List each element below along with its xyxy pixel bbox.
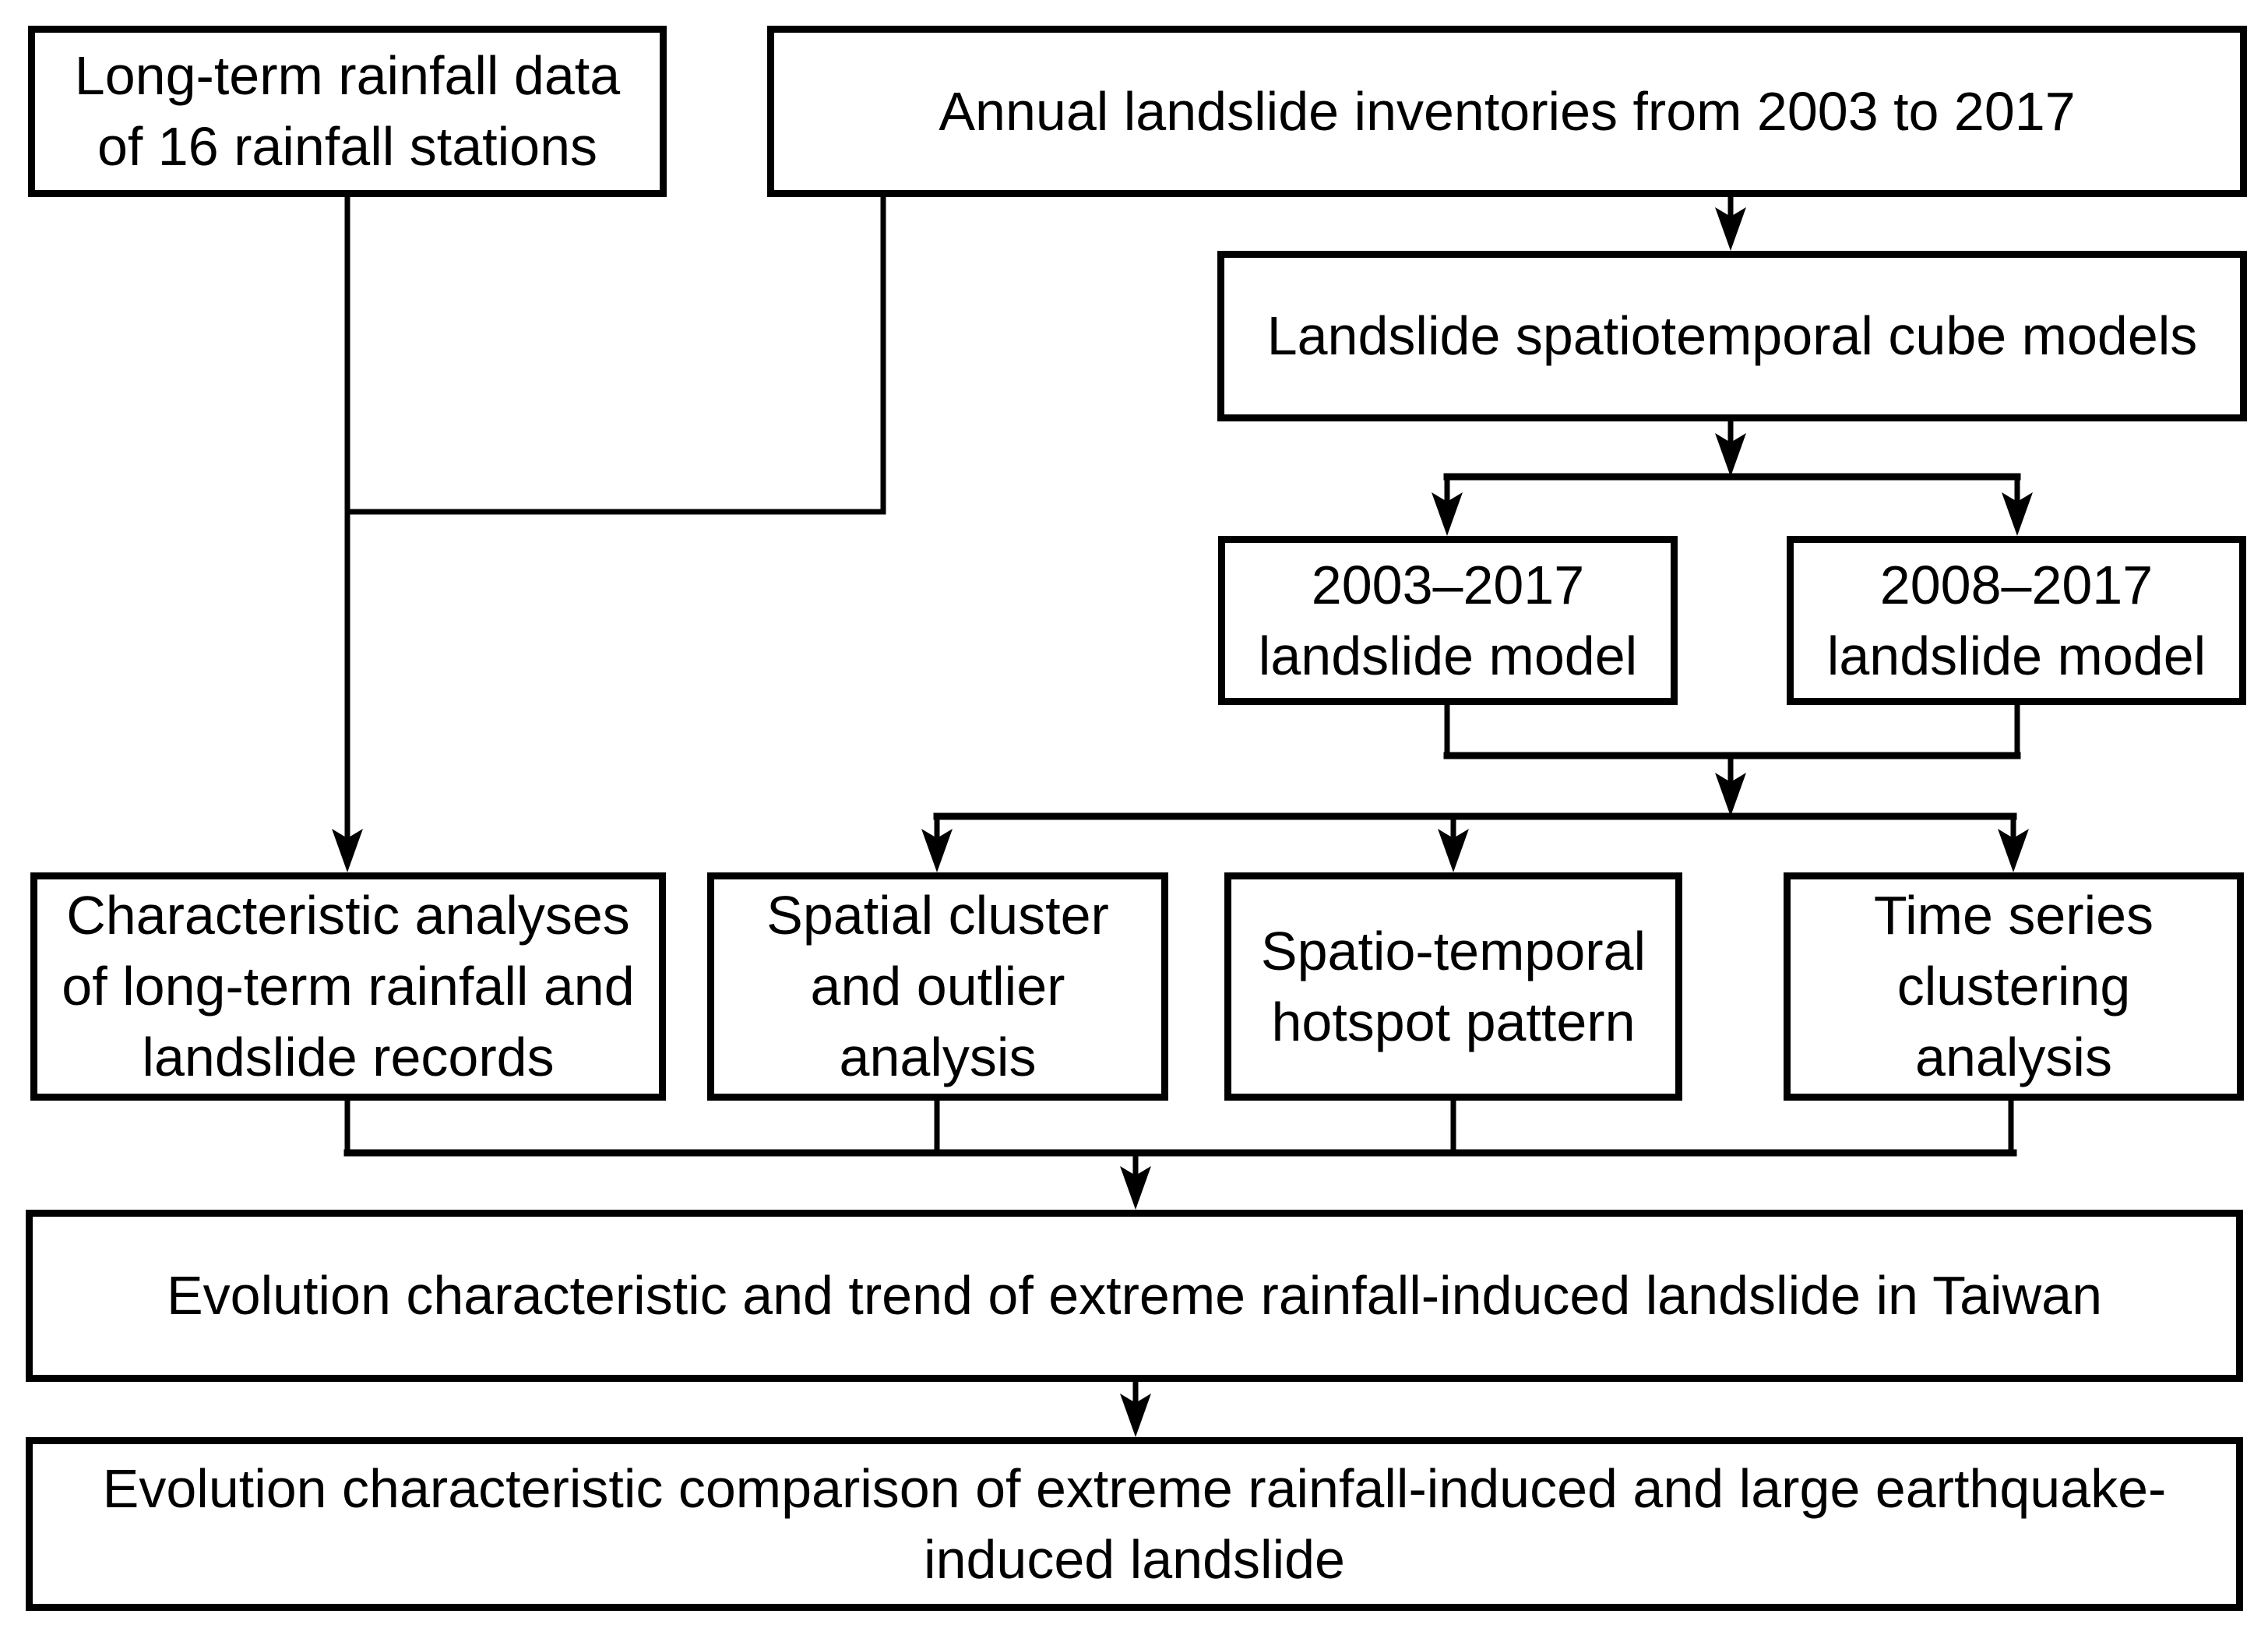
box-text-line: Long-term rainfall data [74,45,621,106]
arrowhead-to-spatial [921,829,953,872]
arrowhead-to-characteristic [332,829,363,872]
box-model-2008-2017: 2008–2017 landslide model [1787,536,2246,705]
arrowhead-to-timeseries [1998,829,2029,872]
box-spatial-cluster-analysis: Spatial cluster and outlier analysis [707,872,1168,1101]
box-text-line: Evolution characteristic and trend of ex… [166,1265,2103,1326]
box-text-line: Characteristic analyses [66,885,630,946]
box-characteristic-analyses: Characteristic analyses of long-term rai… [30,872,666,1101]
box-text-line: Spatial cluster [766,885,1109,946]
arrowhead-to-model2008 [2002,492,2033,536]
box-text-line: of 16 rainfall stations [97,116,598,177]
box-evolution-comparison: Evolution characteristic comparison of e… [26,1437,2243,1611]
box-text-line: 2003–2017 [1311,554,1585,615]
box-text-line: Spatio-temporal [1260,920,1646,981]
arrowhead-to-distribution [1715,773,1746,816]
box-cube-models: Landslide spatiotemporal cube models [1217,251,2247,421]
arrowhead-to-hotspot [1438,829,1469,872]
box-text-line: analysis [839,1027,1037,1087]
box-evolution-trend: Evolution characteristic and trend of ex… [26,1210,2243,1382]
box-model-2003-2017: 2003–2017 landslide model [1218,536,1678,705]
arrowhead-to-tsplit [1715,433,1746,477]
box-text-line: hotspot pattern [1271,991,1636,1052]
box-text-line: Landslide spatiotemporal cube models [1266,305,2198,366]
box-landslide-inventories: Annual landslide inventories from 2003 t… [767,26,2247,197]
arrowhead-to-evolution [1120,1166,1151,1210]
box-text-line: clustering [1896,956,2131,1017]
box-text-line: Annual landslide inventories from 2003 t… [939,80,2076,142]
box-text-line: of long-term rainfall and [62,956,635,1017]
box-hotspot-pattern: Spatio-temporal hotspot pattern [1224,872,1682,1101]
box-text-line: and outlier [810,956,1065,1017]
connector-inventories-to-junction [344,193,886,515]
box-text-line: landslide records [142,1027,555,1087]
box-text-line: Evolution characteristic comparison of e… [102,1457,2167,1519]
box-text-line: induced landslide [924,1528,1345,1590]
box-text-line: 2008–2017 [1879,554,2154,615]
box-text-line: landslide model [1826,625,2206,686]
arrowhead-to-model2003 [1432,492,1463,536]
box-text-line: Time series [1873,885,2154,946]
arrowhead-to-cube [1715,207,1746,251]
arrowhead-to-comparison [1120,1394,1151,1437]
box-time-series-clustering: Time series clustering analysis [1784,872,2244,1101]
box-text-line: analysis [1915,1027,2112,1087]
box-text-line: landslide model [1258,625,1638,686]
box-rainfall-data: Long-term rainfall data of 16 rainfall s… [28,26,667,197]
